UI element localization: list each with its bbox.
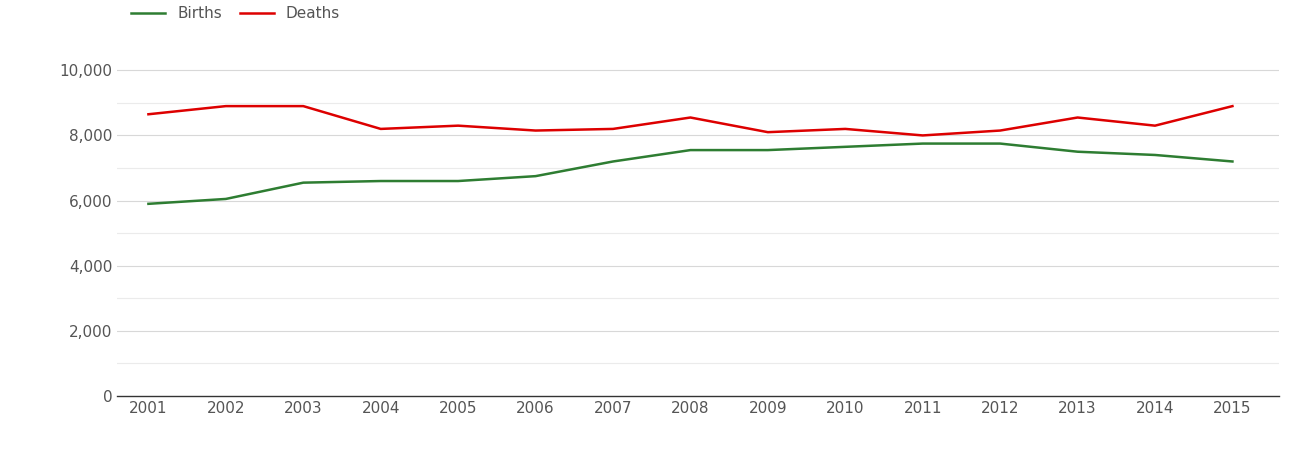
Deaths: [373, 126, 389, 131]
Births: [915, 141, 930, 146]
Deaths: [915, 133, 930, 138]
Deaths: [760, 130, 775, 135]
Births: [218, 196, 234, 202]
Births: [760, 148, 775, 153]
Deaths: [683, 115, 698, 120]
Deaths: [218, 104, 234, 109]
Deaths: [1070, 115, 1086, 120]
Deaths: [295, 104, 311, 109]
Births: [373, 178, 389, 184]
Line: Deaths: Deaths: [149, 106, 1232, 135]
Births: [1147, 152, 1163, 158]
Deaths: [838, 126, 853, 131]
Line: Births: Births: [149, 144, 1232, 204]
Deaths: [527, 128, 543, 133]
Births: [992, 141, 1007, 146]
Deaths: [1147, 123, 1163, 128]
Births: [683, 148, 698, 153]
Births: [527, 173, 543, 179]
Births: [1224, 159, 1240, 164]
Legend: Births, Deaths: Births, Deaths: [125, 0, 346, 27]
Deaths: [992, 128, 1007, 133]
Births: [838, 144, 853, 149]
Deaths: [1224, 104, 1240, 109]
Deaths: [450, 123, 466, 128]
Births: [1070, 149, 1086, 154]
Births: [450, 178, 466, 184]
Births: [606, 159, 621, 164]
Deaths: [606, 126, 621, 131]
Births: [141, 201, 157, 207]
Deaths: [141, 112, 157, 117]
Births: [295, 180, 311, 185]
